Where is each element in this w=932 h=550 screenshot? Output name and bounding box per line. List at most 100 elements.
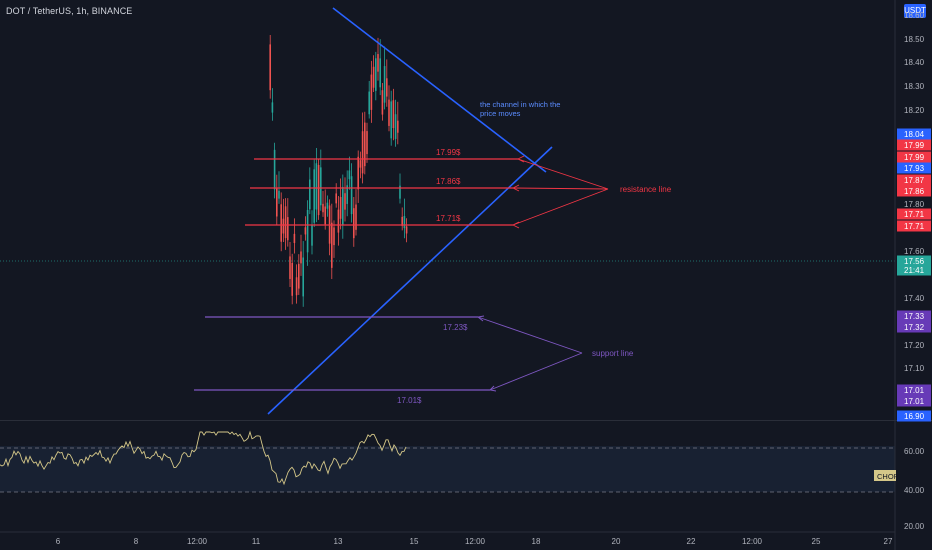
candle-body [381, 90, 384, 115]
price-tag-bg [897, 151, 931, 163]
price-tag: 17.71 [904, 222, 925, 231]
price-tag: 17.01 [904, 397, 925, 406]
candle-body [375, 58, 377, 91]
candle-body [394, 114, 397, 139]
candle-body [359, 160, 362, 168]
price-tick: 18.50 [904, 35, 925, 44]
candle-body [383, 66, 386, 103]
candle-body [280, 204, 282, 242]
time-tick: 12:00 [742, 537, 763, 546]
candle-body [370, 74, 373, 110]
price-tick: 17.20 [904, 341, 925, 350]
time-tick: 13 [334, 537, 343, 546]
lower-trendline [267, 146, 553, 415]
price-tag: 18.04 [904, 130, 925, 139]
price-tag-bg [897, 128, 931, 140]
symbol-title[interactable]: DOT / TetherUS, 1h, BINANCE [6, 6, 133, 16]
time-tick: 18 [532, 537, 541, 546]
resistance-label: 17.86$ [436, 177, 461, 186]
price-tick: 17.80 [904, 200, 925, 209]
price-tag: 17.32 [904, 323, 925, 332]
candle-body [293, 233, 296, 244]
candle-body [278, 190, 280, 199]
time-tick: 25 [812, 537, 821, 546]
resistance-callout [517, 158, 609, 190]
candle-body [377, 54, 379, 72]
candle-body [366, 131, 368, 155]
price-tag: 17.99 [904, 141, 925, 150]
candle-body [320, 167, 322, 206]
candle-body [287, 217, 289, 241]
candle-body [335, 193, 337, 204]
drawings-layer: 17.99$ 17.86$ 17.71$ resistance line 17.23$ 1… [194, 7, 672, 415]
price-tag-bg [897, 162, 931, 174]
price-tick: 18.30 [904, 82, 925, 91]
support-note: support line [592, 349, 634, 358]
candle-body [405, 226, 408, 234]
resistance-note: resistance line [620, 185, 672, 194]
price-tag-bg [897, 310, 931, 322]
time-tick: 20 [612, 537, 621, 546]
candle-body [284, 206, 287, 239]
candle-body [403, 216, 406, 229]
candle-body [355, 204, 357, 230]
candle-body [357, 156, 359, 190]
candle-body [350, 176, 353, 215]
price-tag: 17.33 [904, 312, 925, 321]
price-tick: 17.40 [904, 294, 925, 303]
price-tag: 21:41 [904, 266, 925, 275]
time-tick: 15 [410, 537, 419, 546]
price-tag-bg [897, 174, 931, 186]
candle-body [289, 256, 291, 279]
time-tick: 11 [252, 537, 261, 546]
price-tag: 17.71 [904, 210, 925, 219]
price-tag: 17.93 [904, 164, 925, 173]
chop-badge-bg [874, 470, 896, 481]
candle-body [364, 122, 366, 167]
candle-body [342, 186, 344, 226]
candle-body [300, 251, 302, 264]
candle-body [322, 203, 324, 213]
support-callout [489, 352, 583, 391]
candle-body [291, 262, 293, 296]
time-tick: 22 [687, 537, 696, 546]
candle-body [388, 99, 390, 126]
candle-body [309, 179, 311, 210]
candle-body [390, 101, 392, 139]
candle-body [282, 218, 285, 234]
support-callout [477, 316, 583, 354]
support-arrowhead [476, 315, 485, 322]
price-tick: 17.10 [904, 364, 925, 373]
candle-body [368, 91, 370, 115]
candle-body [361, 131, 364, 174]
candle-body [273, 149, 276, 190]
candle-body [311, 224, 313, 246]
price-tag: 16.90 [904, 412, 925, 421]
price-tag-bg [897, 384, 931, 396]
candle-body [306, 209, 309, 253]
currency-badge[interactable]: USDT [904, 4, 926, 18]
chop-tick: 20.00 [904, 522, 925, 531]
price-tag-bg [897, 410, 931, 422]
price-tag-bg [897, 264, 931, 276]
price-tick: 17.60 [904, 247, 925, 256]
support-label: 17.23$ [443, 323, 468, 332]
candle-body [269, 44, 271, 91]
time-tick: 6 [56, 537, 61, 546]
candle-body [317, 164, 320, 216]
price-tag-bg [897, 185, 931, 197]
time-tick: 8 [134, 537, 139, 546]
chop-band [0, 446, 895, 492]
candle-body [401, 216, 403, 226]
resistance-callout [512, 187, 609, 190]
pane-separator[interactable] [0, 420, 932, 421]
price-tag: 17.01 [904, 386, 925, 395]
candle-body [353, 208, 355, 239]
channel-note: price moves [480, 109, 521, 118]
price-tag-bg [897, 255, 931, 267]
candle-body [271, 102, 274, 113]
price-tag: 17.99 [904, 153, 925, 162]
price-tag: 17.56 [904, 257, 925, 266]
